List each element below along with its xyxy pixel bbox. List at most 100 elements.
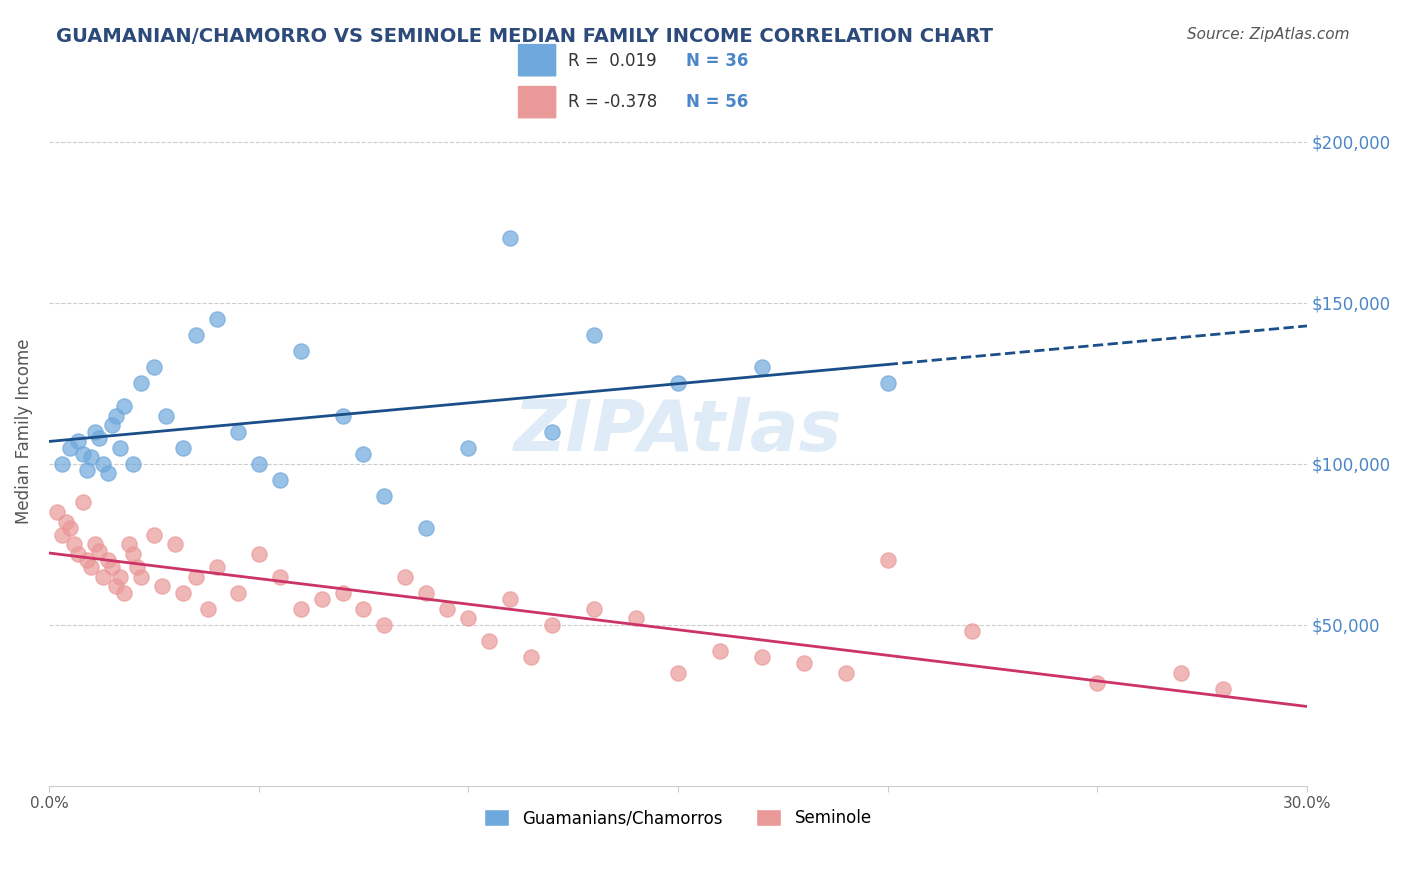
Y-axis label: Median Family Income: Median Family Income bbox=[15, 339, 32, 524]
Point bbox=[59, 521, 82, 535]
Point bbox=[114, 585, 136, 599]
Point bbox=[89, 543, 111, 558]
Point bbox=[226, 425, 249, 439]
FancyBboxPatch shape bbox=[519, 45, 555, 76]
Point bbox=[142, 527, 165, 541]
Point bbox=[110, 569, 132, 583]
Point bbox=[76, 463, 98, 477]
Point bbox=[415, 521, 437, 535]
Point bbox=[67, 434, 90, 449]
Point bbox=[114, 399, 136, 413]
Point bbox=[353, 447, 375, 461]
Point bbox=[793, 657, 815, 671]
Point bbox=[290, 344, 312, 359]
Point bbox=[835, 666, 858, 681]
Point bbox=[142, 360, 165, 375]
Legend: Guamanians/Chamorros, Seminole: Guamanians/Chamorros, Seminole bbox=[478, 803, 879, 834]
Point bbox=[876, 376, 898, 391]
Point bbox=[332, 409, 354, 423]
Point bbox=[624, 611, 647, 625]
Point bbox=[583, 328, 606, 343]
Point bbox=[415, 585, 437, 599]
Point bbox=[117, 537, 139, 551]
Point bbox=[110, 441, 132, 455]
Point bbox=[311, 592, 333, 607]
FancyBboxPatch shape bbox=[519, 87, 555, 118]
Text: N = 36: N = 36 bbox=[686, 52, 748, 70]
Point bbox=[84, 537, 107, 551]
Point bbox=[84, 425, 107, 439]
Point bbox=[353, 601, 375, 615]
Point bbox=[1212, 682, 1234, 697]
Point bbox=[332, 585, 354, 599]
Point bbox=[67, 547, 90, 561]
Point bbox=[751, 650, 773, 665]
Point bbox=[247, 457, 270, 471]
Point bbox=[46, 505, 69, 519]
Text: GUAMANIAN/CHAMORRO VS SEMINOLE MEDIAN FAMILY INCOME CORRELATION CHART: GUAMANIAN/CHAMORRO VS SEMINOLE MEDIAN FA… bbox=[56, 27, 993, 45]
Point bbox=[63, 537, 86, 551]
Point bbox=[394, 569, 416, 583]
Point bbox=[121, 547, 143, 561]
Point bbox=[76, 553, 98, 567]
Point bbox=[960, 624, 983, 639]
Text: R =  0.019: R = 0.019 bbox=[568, 52, 657, 70]
Point bbox=[172, 585, 194, 599]
Point bbox=[89, 431, 111, 445]
Point bbox=[59, 441, 82, 455]
Text: ZIPAtlas: ZIPAtlas bbox=[513, 397, 842, 467]
Point bbox=[184, 569, 207, 583]
Text: N = 56: N = 56 bbox=[686, 93, 748, 111]
Point bbox=[105, 579, 128, 593]
Point bbox=[1085, 675, 1108, 690]
Point bbox=[150, 579, 173, 593]
Point bbox=[93, 457, 115, 471]
Point bbox=[51, 527, 73, 541]
Point bbox=[269, 473, 291, 487]
Point bbox=[72, 495, 94, 509]
Point bbox=[184, 328, 207, 343]
Point bbox=[247, 547, 270, 561]
Point bbox=[55, 515, 77, 529]
Point bbox=[93, 569, 115, 583]
Point bbox=[121, 457, 143, 471]
Point bbox=[101, 559, 124, 574]
Point bbox=[583, 601, 606, 615]
Point bbox=[876, 553, 898, 567]
Point bbox=[80, 559, 103, 574]
Point bbox=[97, 467, 120, 481]
Point bbox=[226, 585, 249, 599]
Point bbox=[72, 447, 94, 461]
Point bbox=[457, 611, 479, 625]
Point bbox=[1170, 666, 1192, 681]
Point bbox=[105, 409, 128, 423]
Point bbox=[125, 559, 148, 574]
Text: Source: ZipAtlas.com: Source: ZipAtlas.com bbox=[1187, 27, 1350, 42]
Point bbox=[499, 592, 522, 607]
Point bbox=[155, 409, 177, 423]
Point bbox=[751, 360, 773, 375]
Point bbox=[666, 666, 689, 681]
Point bbox=[172, 441, 194, 455]
Point bbox=[205, 312, 228, 326]
Point bbox=[80, 450, 103, 465]
Point bbox=[290, 601, 312, 615]
Point bbox=[373, 489, 395, 503]
Point bbox=[520, 650, 543, 665]
Point bbox=[205, 559, 228, 574]
Point bbox=[269, 569, 291, 583]
Point bbox=[478, 633, 501, 648]
Point bbox=[457, 441, 479, 455]
Point bbox=[436, 601, 458, 615]
Point bbox=[51, 457, 73, 471]
Point bbox=[129, 569, 152, 583]
Point bbox=[541, 425, 564, 439]
Point bbox=[163, 537, 186, 551]
Point bbox=[499, 231, 522, 245]
Point bbox=[197, 601, 219, 615]
Point bbox=[373, 617, 395, 632]
Point bbox=[97, 553, 120, 567]
Point bbox=[666, 376, 689, 391]
Point bbox=[129, 376, 152, 391]
Text: R = -0.378: R = -0.378 bbox=[568, 93, 657, 111]
